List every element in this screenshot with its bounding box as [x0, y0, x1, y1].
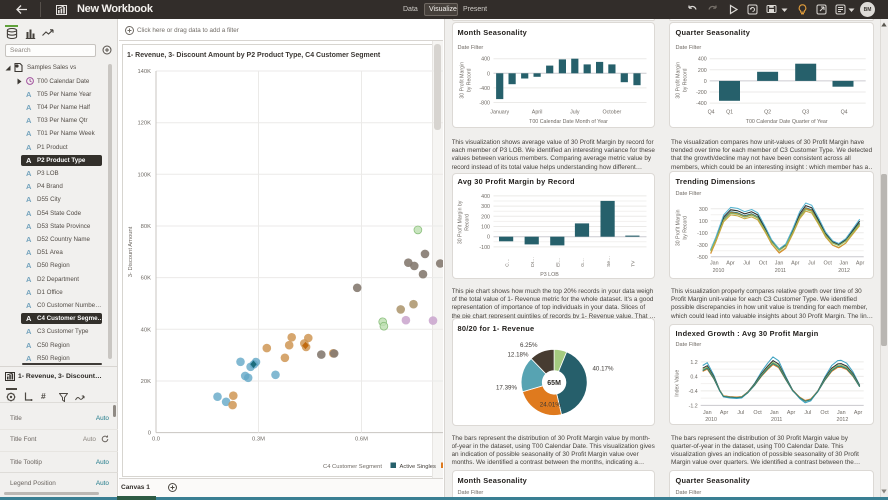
svg-text:Active Singles: Active Singles [400, 464, 437, 470]
svg-text:P3 LOB: P3 LOB [540, 271, 559, 277]
svg-text:-200: -200 [696, 90, 707, 96]
svg-text:Jul: Jul [744, 261, 751, 267]
svg-text:400: 400 [481, 193, 490, 199]
svg-text:0.4: 0.4 [691, 374, 698, 380]
svg-text:Jan: Jan [770, 410, 779, 416]
svg-text:Apr: Apr [727, 261, 736, 267]
svg-text:by Record: by Record [683, 68, 689, 92]
svg-text:Oct: Oct [754, 410, 763, 416]
svg-text:-0.4: -0.4 [689, 389, 698, 395]
svg-text:12.18%: 12.18% [507, 351, 528, 358]
svg-text:24.01%: 24.01% [539, 401, 560, 408]
svg-text:2010: 2010 [706, 417, 718, 423]
svg-text:C…: C… [504, 258, 510, 267]
svg-text:-800: -800 [479, 100, 490, 106]
svg-text:Jul: Jul [805, 410, 812, 416]
svg-text:-500: -500 [697, 255, 708, 261]
svg-text:Record: Record [464, 214, 470, 231]
svg-text:2011: 2011 [771, 417, 782, 423]
svg-text:by Record: by Record [683, 216, 689, 240]
svg-text:0: 0 [704, 79, 707, 85]
svg-text:July: July [570, 109, 580, 115]
svg-text:0: 0 [148, 431, 151, 437]
svg-text:65M: 65M [547, 380, 561, 387]
svg-text:Jul: Jul [808, 261, 815, 267]
svg-text:60K: 60K [141, 276, 151, 282]
svg-text:120K: 120K [137, 121, 151, 127]
svg-text:Apr: Apr [787, 410, 796, 416]
svg-text:Apr: Apr [856, 261, 865, 267]
svg-text:30 Profit Margin: 30 Profit Margin [676, 62, 682, 99]
svg-text:April: April [531, 109, 542, 115]
svg-text:400: 400 [481, 56, 490, 62]
svg-text:400: 400 [698, 56, 707, 62]
svg-text:Jan: Jan [840, 261, 849, 267]
svg-text:0: 0 [487, 71, 490, 77]
svg-text:6.25%: 6.25% [519, 342, 537, 349]
svg-text:El…: El… [555, 257, 561, 266]
svg-text:C4 Customer Segment: C4 Customer Segment [323, 464, 382, 470]
svg-text:G…: G… [580, 258, 586, 267]
svg-text:T00 Calendar Date Quarter of Y: T00 Calendar Date Quarter of Year [746, 119, 828, 125]
svg-text:0.3M: 0.3M [252, 437, 265, 443]
svg-text:100: 100 [699, 219, 708, 225]
svg-text:30 Profit Margin: 30 Profit Margin [459, 62, 465, 99]
svg-text:30 Profit Margin: 30 Profit Margin [676, 210, 682, 247]
svg-text:-1.2: -1.2 [689, 403, 698, 409]
svg-text:Q4: Q4 [841, 109, 848, 115]
svg-text:TV: TV [630, 259, 636, 266]
svg-text:Oct: Oct [821, 410, 830, 416]
svg-text:Jul: Jul [738, 410, 745, 416]
svg-text:Q4: Q4 [708, 109, 715, 115]
svg-text:0.0: 0.0 [152, 437, 160, 443]
svg-text:2012: 2012 [837, 417, 849, 423]
svg-text:40K: 40K [141, 327, 151, 333]
svg-text:100: 100 [481, 224, 490, 230]
svg-text:Q1: Q1 [726, 109, 733, 115]
svg-text:T00 Calendar Date Month of Yea: T00 Calendar Date Month of Year [529, 119, 608, 125]
svg-text:-400: -400 [696, 101, 707, 107]
svg-text:3- Discount Amount: 3- Discount Amount [128, 226, 134, 277]
svg-text:-400: -400 [479, 86, 490, 92]
svg-text:2011: 2011 [775, 268, 786, 274]
svg-text:Apr: Apr [720, 410, 729, 416]
svg-text:by Record: by Record [466, 68, 472, 92]
svg-text:140K: 140K [137, 69, 151, 75]
svg-text:Oct: Oct [759, 261, 768, 267]
svg-text:-100: -100 [479, 244, 490, 250]
svg-text:1.2: 1.2 [691, 360, 698, 366]
svg-text:Jan: Jan [837, 410, 846, 416]
svg-text:-300: -300 [697, 243, 708, 249]
svg-text:300: 300 [481, 204, 490, 210]
svg-text:Apr: Apr [854, 410, 863, 416]
svg-text:Jan: Jan [703, 410, 712, 416]
svg-text:Jan: Jan [710, 261, 719, 267]
svg-text:0.6M: 0.6M [355, 437, 368, 443]
svg-text:0: 0 [487, 234, 490, 240]
svg-text:200: 200 [698, 67, 707, 73]
svg-text:Q2: Q2 [764, 109, 771, 115]
svg-text:300: 300 [699, 207, 708, 213]
svg-text:17.39%: 17.39% [496, 384, 517, 391]
svg-text:200: 200 [481, 214, 490, 220]
svg-text:October: October [602, 109, 621, 115]
svg-text:100K: 100K [137, 172, 151, 178]
svg-text:DI…: DI… [529, 256, 535, 266]
svg-text:2010: 2010 [713, 268, 725, 274]
svg-text:Oct: Oct [824, 261, 833, 267]
svg-text:Index Value: Index Value [675, 369, 681, 396]
svg-text:-100: -100 [697, 231, 708, 237]
svg-text:20K: 20K [141, 379, 151, 385]
svg-text:80K: 80K [141, 224, 151, 230]
svg-text:40.17%: 40.17% [592, 365, 613, 372]
svg-text:30 Profit Margin by: 30 Profit Margin by [457, 200, 463, 244]
svg-text:Q3: Q3 [802, 109, 809, 115]
svg-text:January: January [490, 109, 509, 115]
svg-text:Se…: Se… [605, 255, 611, 266]
svg-text:Apr: Apr [791, 261, 800, 267]
svg-text:2012: 2012 [839, 268, 851, 274]
svg-text:Jan: Jan [775, 261, 784, 267]
